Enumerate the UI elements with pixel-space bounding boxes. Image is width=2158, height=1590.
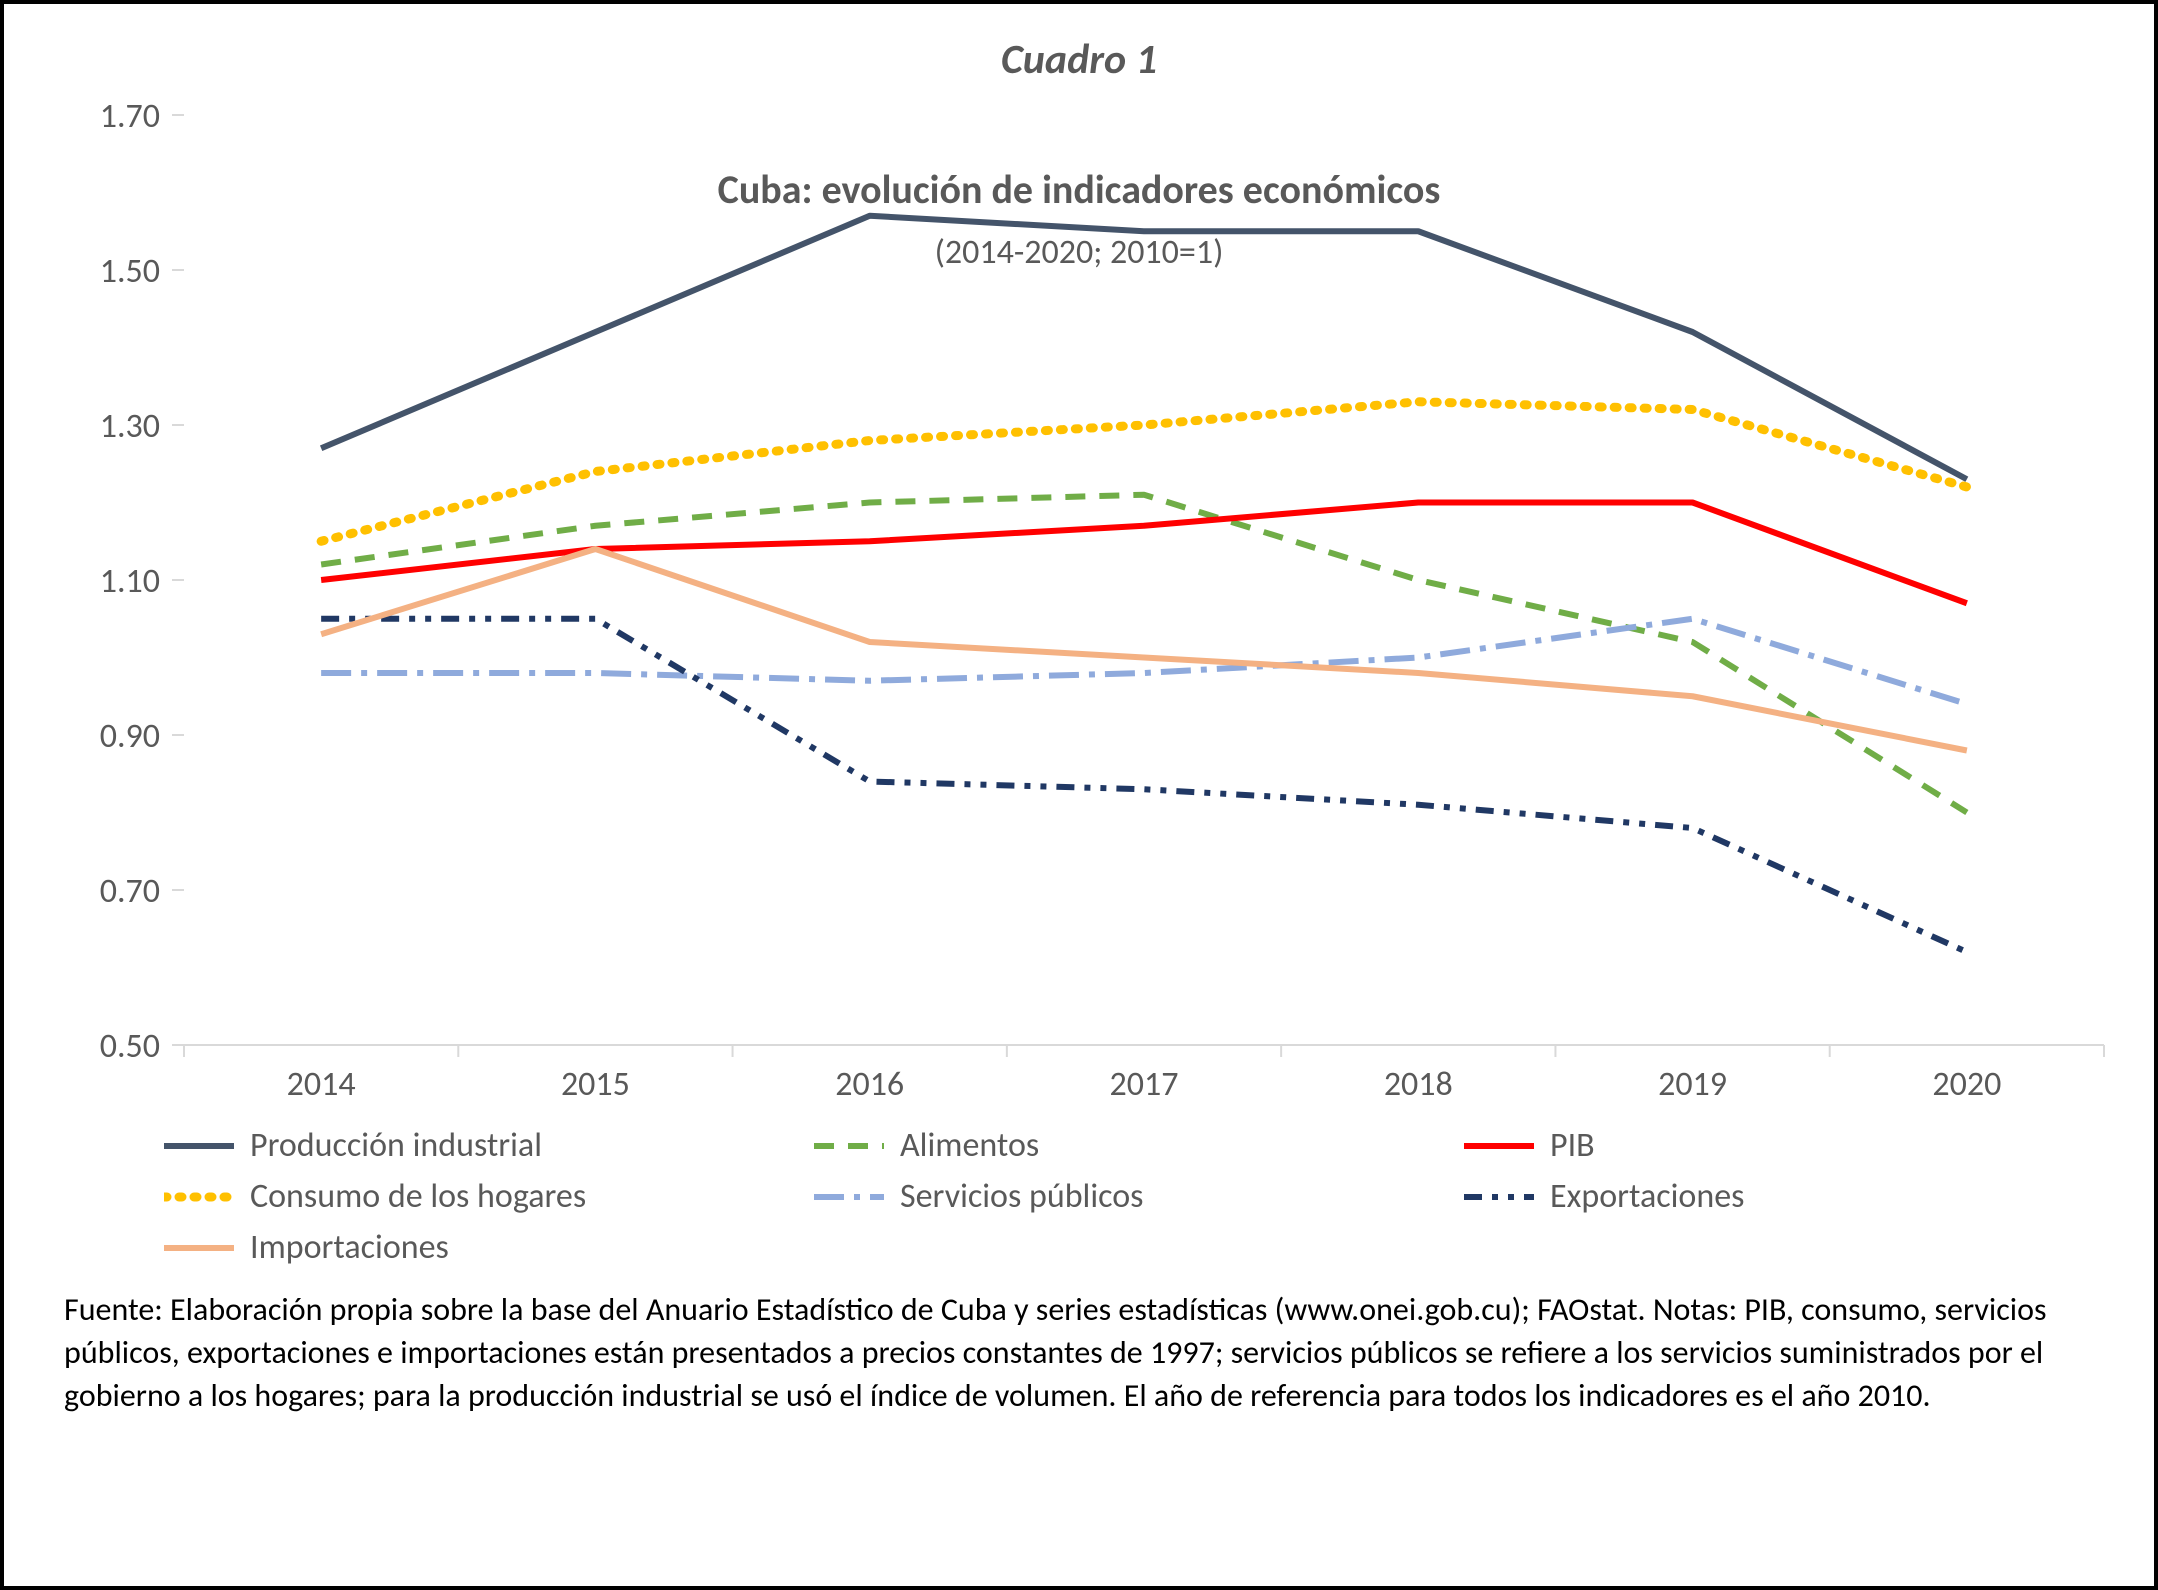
legend-label: Importaciones <box>250 1227 449 1268</box>
series-consumo <box>321 402 1967 542</box>
legend-label: PIB <box>1550 1125 1595 1166</box>
legend-item-prod_industrial: Producción industrial <box>164 1125 774 1166</box>
y-tick-label: 0.70 <box>100 871 160 912</box>
legend-label: Servicios públicos <box>900 1176 1143 1217</box>
y-tick-label: 1.10 <box>100 561 160 602</box>
x-tick-label: 2015 <box>561 1064 630 1105</box>
series-alimentos <box>321 495 1967 813</box>
legend-swatch-icon <box>164 1134 234 1158</box>
footnote-text: Fuente: Elaboración propia sobre la base… <box>44 1278 2114 1418</box>
x-tick-label: 2019 <box>1658 1064 1727 1105</box>
legend-swatch-icon <box>814 1185 884 1209</box>
line-chart: 0.50 0.70 0.90 1.10 1.30 1.50 1.70 2014 2015 2016… <box>44 95 2122 1115</box>
y-tick-label: 1.50 <box>100 251 160 292</box>
legend-label: Consumo de los hogares <box>250 1176 586 1217</box>
legend-swatch-icon <box>1464 1185 1534 1209</box>
series-pib <box>321 503 1967 604</box>
legend-item-importaciones: Importaciones <box>164 1227 774 1268</box>
legend-swatch-icon <box>164 1185 234 1209</box>
legend-label: Exportaciones <box>1550 1176 1744 1217</box>
y-tick-label: 0.50 <box>100 1026 160 1067</box>
legend-swatch-icon <box>814 1134 884 1158</box>
frame-title: Cuadro 1 <box>44 34 2114 85</box>
legend-swatch-icon <box>164 1236 234 1260</box>
x-tick-label: 2020 <box>1932 1064 2001 1105</box>
x-tick-label: 2014 <box>287 1064 356 1105</box>
legend-item-pib: PIB <box>1464 1125 2074 1166</box>
legend-item-servicios: Servicios públicos <box>814 1176 1424 1217</box>
legend-item-consumo: Consumo de los hogares <box>164 1176 774 1217</box>
legend-label: Producción industrial <box>250 1125 542 1166</box>
series-prod_industrial <box>321 216 1967 480</box>
legend: Producción industrial Alimentos PIB Consumo… <box>44 1115 2114 1278</box>
chart-frame: Cuadro 1 Cuba: evolución de indicadores … <box>0 0 2158 1590</box>
legend-label: Alimentos <box>900 1125 1039 1166</box>
y-tick-label: 1.30 <box>100 406 160 447</box>
legend-item-exportaciones: Exportaciones <box>1464 1176 2074 1217</box>
series-importaciones <box>321 549 1967 751</box>
legend-swatch-icon <box>1464 1134 1534 1158</box>
series-exportaciones <box>321 619 1967 952</box>
y-tick-label: 0.90 <box>100 716 160 757</box>
chart-area: Cuba: evolución de indicadores económico… <box>44 95 2114 1115</box>
y-tick-label: 1.70 <box>100 96 160 137</box>
legend-item-alimentos: Alimentos <box>814 1125 1424 1166</box>
x-tick-label: 2017 <box>1110 1064 1179 1105</box>
x-tick-label: 2016 <box>835 1064 904 1105</box>
x-tick-label: 2018 <box>1384 1064 1453 1105</box>
